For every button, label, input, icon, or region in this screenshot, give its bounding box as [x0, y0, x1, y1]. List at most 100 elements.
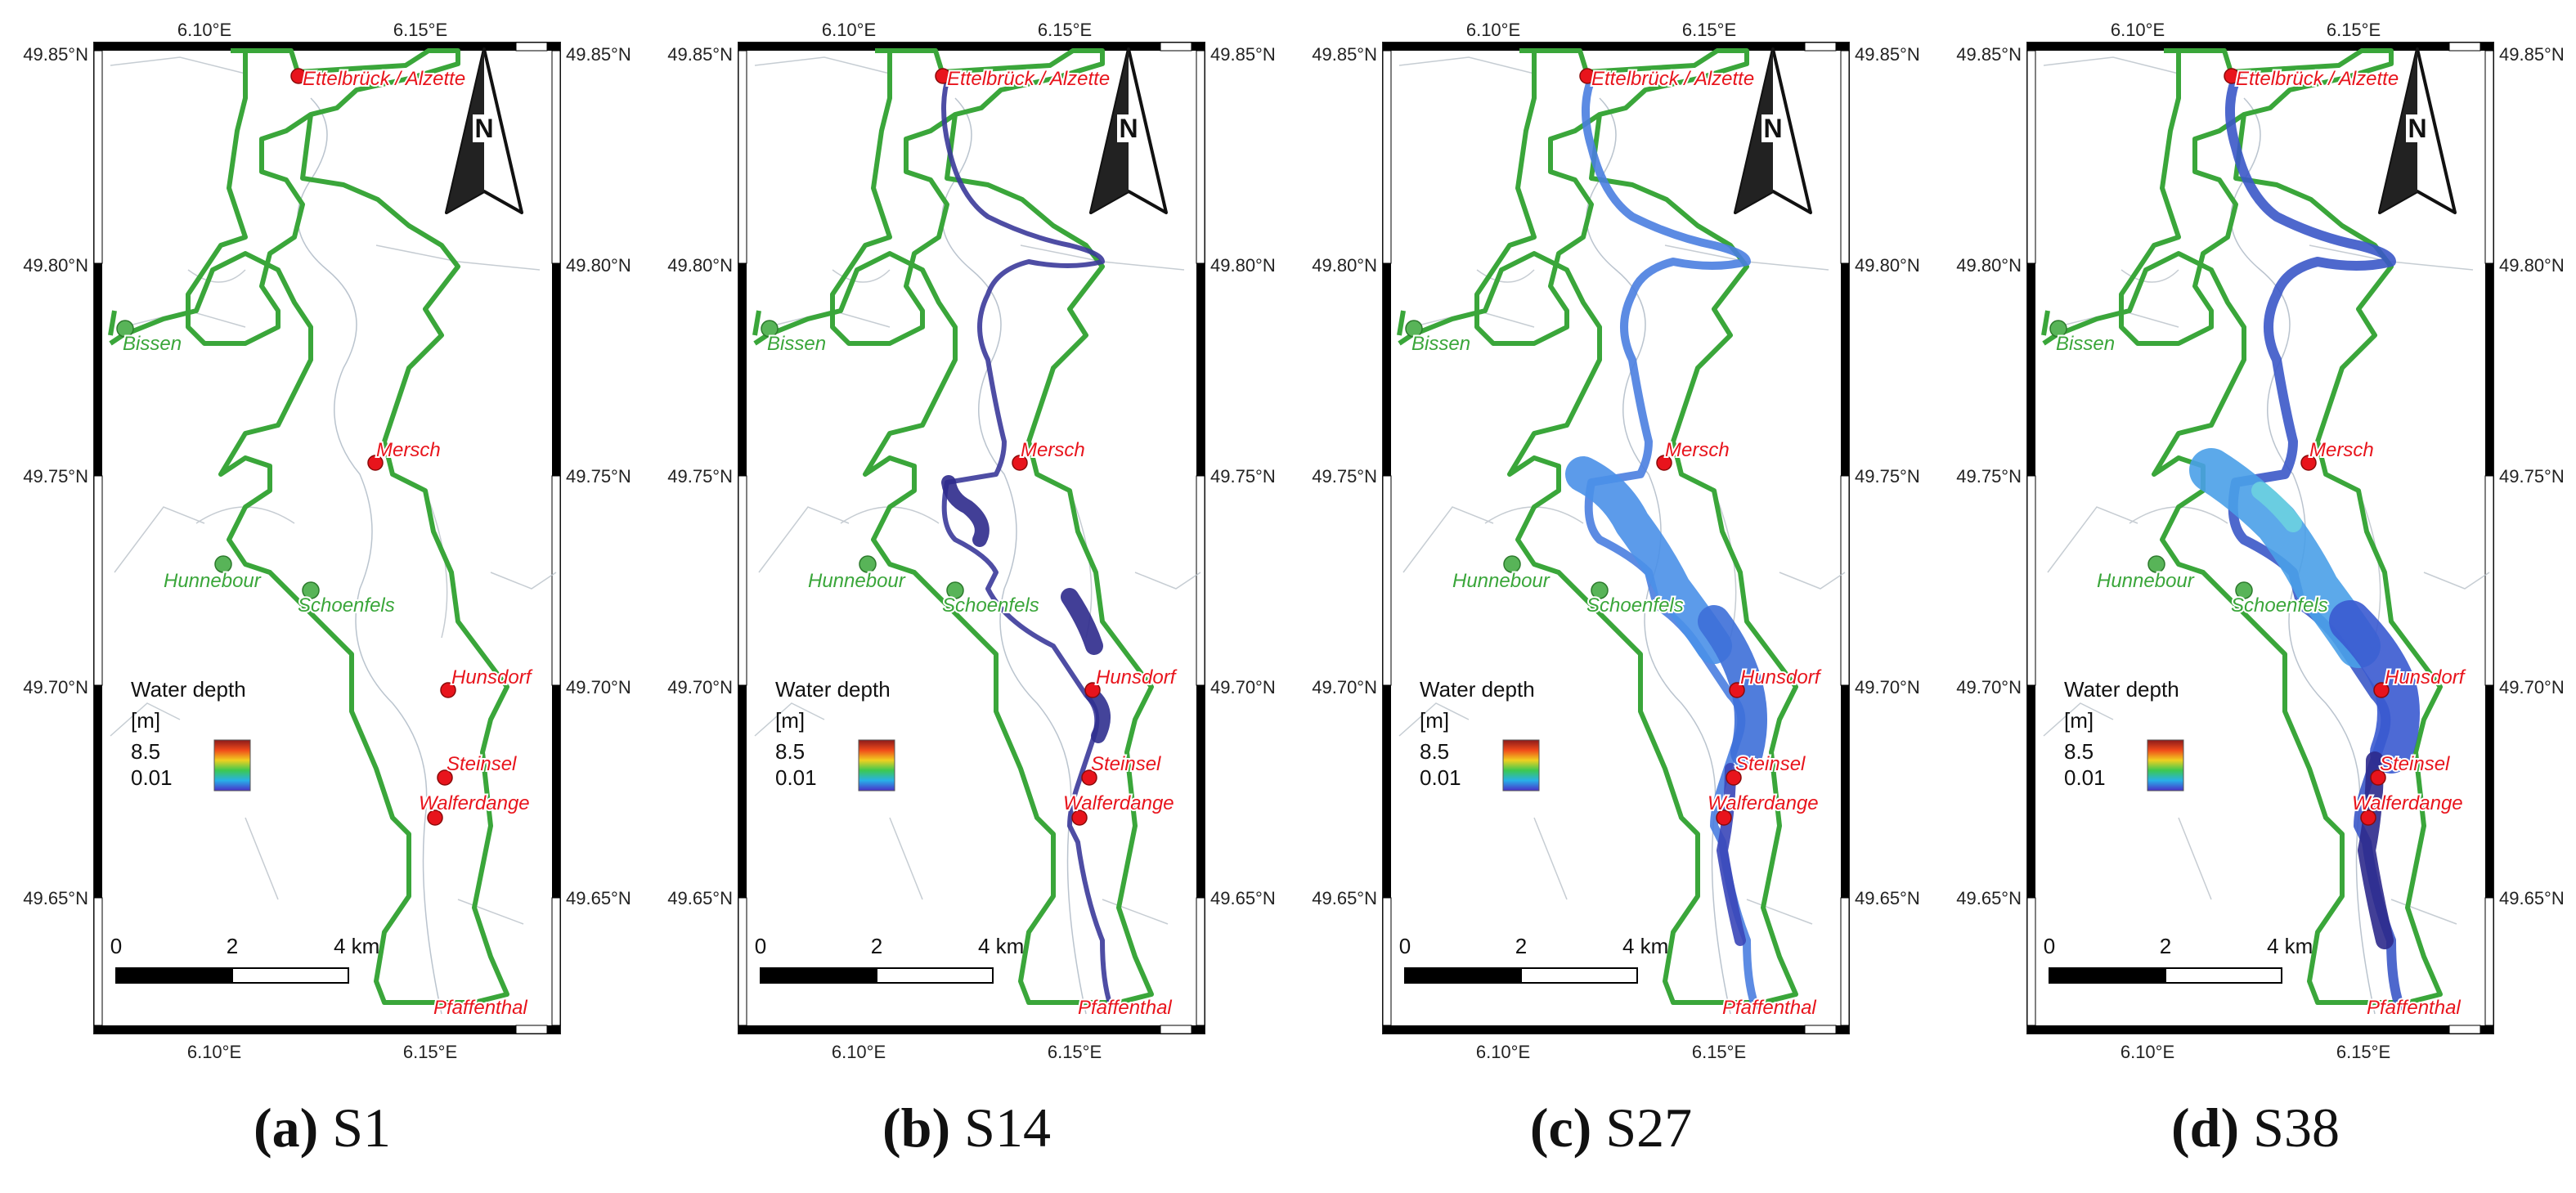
- svg-text:2: 2: [227, 934, 238, 958]
- flood-extent-5: [2251, 482, 2302, 532]
- red-place-labels: Ettelbrück / Alzette Mersch Hunsdorf Ste…: [945, 66, 1179, 1020]
- svg-text:Mersch: Mersch: [376, 439, 441, 461]
- lon-label-bottom-615: 6.15°E: [403, 1042, 457, 1062]
- flood-depth-layer: [2189, 70, 2420, 1011]
- panel-caption: (b) S14: [644, 1096, 1289, 1160]
- panel-caption: (c) S27: [1289, 1096, 1933, 1160]
- legend-unit: [m]: [775, 708, 805, 733]
- svg-text:49.75°N: 49.75°N: [566, 466, 631, 487]
- caption-title: S1: [332, 1097, 392, 1159]
- lat-labels-right: 49.85°N 49.80°N 49.75°N 49.70°N 49.65°N: [2499, 44, 2565, 908]
- lon-label-top-610: 6.10°E: [2111, 20, 2165, 40]
- svg-text:Schoenfels: Schoenfels: [298, 594, 395, 617]
- water-depth-legend: Water depth [m] 8.5 0.01: [1420, 677, 1540, 792]
- svg-text:Hunsdorf: Hunsdorf: [451, 666, 533, 688]
- svg-text:Steinsel: Steinsel: [447, 753, 517, 775]
- map-panel-4: 6.10°E 6.15°E: [1933, 0, 2576, 1193]
- green-place-labels: Bissen Hunnebour Schoenfels: [1410, 331, 1685, 618]
- svg-text:49.75°N: 49.75°N: [667, 466, 733, 487]
- red-place-labels: Ettelbrück / Alzette Mersch Hunsdorf Ste…: [1590, 66, 1824, 1020]
- lon-label-top-615: 6.15°E: [1682, 20, 1736, 40]
- legend-max: 8.5: [775, 739, 805, 764]
- water-depth-legend: Water depth [m] 8.5 0.01: [775, 677, 895, 792]
- flood-extent-3: [1698, 605, 1767, 769]
- background-streams: [2043, 56, 2490, 1015]
- green-place-labels: Bissen Hunnebour Schoenfels: [2054, 331, 2330, 618]
- svg-text:4 km: 4 km: [334, 934, 379, 958]
- svg-text:Mersch: Mersch: [2309, 439, 2374, 461]
- frame-border-ticks: [2026, 42, 2494, 1034]
- svg-text:49.70°N: 49.70°N: [2499, 677, 2565, 697]
- lon-label-bottom-610: 6.10°E: [1476, 1042, 1530, 1062]
- flood-extent-1: [1582, 71, 1759, 1010]
- svg-text:49.70°N: 49.70°N: [667, 677, 733, 697]
- svg-text:Pfaffenthal: Pfaffenthal: [433, 997, 527, 1019]
- svg-text:Schoenfels: Schoenfels: [942, 594, 1039, 617]
- legend-title: Water depth: [775, 677, 891, 702]
- frame-border-ticks: [93, 42, 561, 1034]
- flood-extent-2: [1565, 456, 1732, 664]
- svg-text:49.85°N: 49.85°N: [566, 44, 631, 65]
- flood-extent-4: [1717, 763, 1746, 946]
- svg-text:49.65°N: 49.65°N: [667, 888, 733, 908]
- svg-text:49.65°N: 49.65°N: [23, 888, 88, 908]
- lat-labels-right: 49.85°N 49.80°N 49.75°N 49.70°N 49.65°N: [566, 44, 631, 908]
- svg-text:Mersch: Mersch: [1665, 439, 1730, 461]
- flood-extent-2: [941, 475, 990, 547]
- lat-labels-right: 49.85°N 49.80°N 49.75°N 49.70°N 49.65°N: [1210, 44, 1276, 908]
- red-place-markers: [935, 68, 1101, 826]
- lon-label-top-610: 6.10°E: [822, 20, 876, 40]
- svg-text:N: N: [2408, 114, 2426, 143]
- svg-text:Steinsel: Steinsel: [1091, 753, 1161, 775]
- svg-text:Ettelbrück / Alzette: Ettelbrück / Alzette: [303, 68, 465, 90]
- svg-text:Ettelbrück / Alzette: Ettelbrück / Alzette: [947, 68, 1110, 90]
- svg-text:4 km: 4 km: [978, 934, 1024, 958]
- map-panel-2: 6.10°E 6.15°E: [644, 0, 1289, 1193]
- map-svg: 6.10°E 6.15°E: [1956, 20, 2565, 1062]
- caption-title: S38: [2253, 1097, 2340, 1159]
- legend-min: 0.01: [2064, 765, 2106, 790]
- svg-text:Pfaffenthal: Pfaffenthal: [2367, 997, 2461, 1019]
- lon-label-top-610: 6.10°E: [177, 20, 231, 40]
- svg-text:49.85°N: 49.85°N: [1210, 44, 1276, 65]
- map-svg: 6.10°E 6.15°E: [1312, 20, 1920, 1062]
- north-arrow-icon: N: [2378, 47, 2457, 214]
- svg-text:49.65°N: 49.65°N: [1956, 888, 2022, 908]
- study-area-boundary-west: [2119, 51, 2246, 346]
- red-place-markers: [2224, 68, 2390, 826]
- svg-text:49.70°N: 49.70°N: [566, 677, 631, 697]
- svg-text:49.70°N: 49.70°N: [1855, 677, 1920, 697]
- svg-text:Bissen: Bissen: [123, 333, 182, 355]
- svg-text:Hunnebour: Hunnebour: [1452, 570, 1551, 592]
- lon-label-bottom-610: 6.10°E: [832, 1042, 886, 1062]
- svg-text:Walferdange: Walferdange: [419, 792, 530, 814]
- svg-text:49.80°N: 49.80°N: [1956, 255, 2022, 276]
- svg-text:Walferdange: Walferdange: [2352, 792, 2463, 814]
- flood-extent-3: [1061, 588, 1103, 655]
- legend-unit: [m]: [131, 708, 160, 733]
- water-depth-legend: Water depth [m] 8.5 0.01: [2064, 677, 2184, 792]
- lon-label-bottom-610: 6.10°E: [187, 1042, 241, 1062]
- scale-bar: 0 2 4 km: [2044, 934, 2313, 984]
- legend-title: Water depth: [131, 677, 246, 702]
- legend-color-ramp: [858, 739, 895, 792]
- red-place-markers: [290, 68, 456, 826]
- lon-label-bottom-615: 6.15°E: [2336, 1042, 2390, 1062]
- legend-title: Water depth: [1420, 677, 1535, 702]
- svg-text:Steinsel: Steinsel: [2380, 753, 2450, 775]
- lat-labels-left: 49.85°N 49.80°N 49.75°N 49.70°N 49.65°N: [1956, 44, 2022, 908]
- svg-text:Hunsdorf: Hunsdorf: [1096, 666, 1178, 688]
- svg-text:49.70°N: 49.70°N: [1956, 677, 2022, 697]
- flood-extent-4: [1085, 688, 1111, 743]
- frame-border-ticks: [738, 42, 1205, 1034]
- lon-label-bottom-615: 6.15°E: [1048, 1042, 1102, 1062]
- green-place-labels: Bissen Hunnebour Schoenfels: [121, 331, 397, 618]
- flood-extent-1: [2225, 70, 2404, 1011]
- svg-text:49.75°N: 49.75°N: [2499, 466, 2565, 487]
- scale-bar: 0 2 4 km: [755, 934, 1024, 984]
- legend-unit: [m]: [1420, 708, 1449, 733]
- svg-text:N: N: [1763, 114, 1782, 143]
- green-place-markers: [1405, 320, 1609, 599]
- svg-text:0: 0: [755, 934, 766, 958]
- red-place-labels: Ettelbrück / Alzette Mersch Hunsdorf Ste…: [301, 66, 535, 1020]
